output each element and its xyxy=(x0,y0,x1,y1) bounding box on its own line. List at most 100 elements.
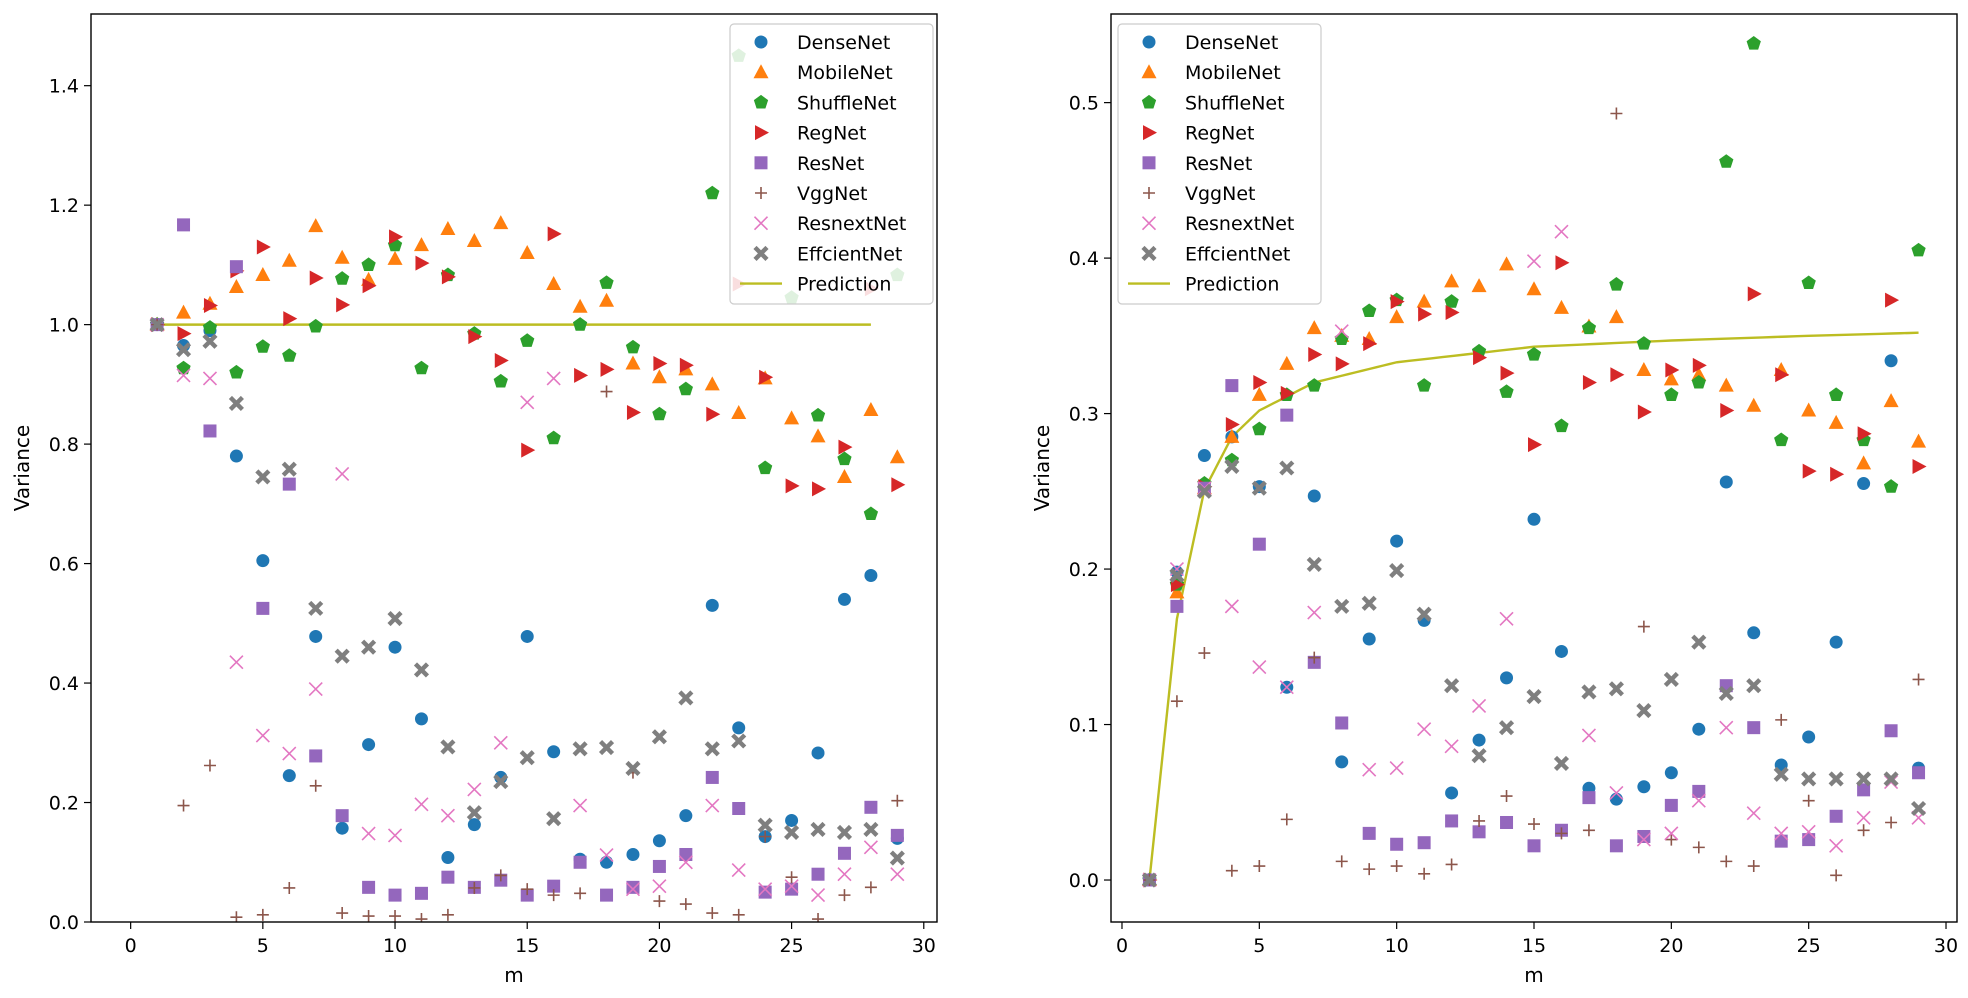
regnet-point xyxy=(256,239,271,255)
regnet-point xyxy=(415,255,430,271)
shufflenet-point xyxy=(1417,378,1432,392)
shufflenet-point xyxy=(520,333,535,347)
resnextnet-point xyxy=(546,371,561,386)
resnextnet-point xyxy=(678,855,693,870)
shufflenet-point xyxy=(1664,387,1679,401)
shufflenet-point xyxy=(1362,303,1377,318)
shufflenet-point xyxy=(255,339,270,353)
densenet-point xyxy=(362,738,376,752)
legend-label-regnet: RegNet xyxy=(797,123,866,145)
legend-label-vggnet: VggNet xyxy=(797,183,867,205)
resnet-point xyxy=(1252,537,1266,551)
densenet-point xyxy=(1307,489,1321,503)
legend-vggnet-marker xyxy=(755,187,767,199)
x-tick-label: 25 xyxy=(1797,935,1821,957)
mobilenet-point xyxy=(493,215,509,230)
x-axis-label: m xyxy=(1524,963,1543,987)
mobilenet-point xyxy=(387,250,403,265)
series-effcientnet xyxy=(149,317,905,866)
vggnet-point xyxy=(283,881,296,894)
resnextnet-point xyxy=(784,879,799,894)
mobilenet-point xyxy=(1608,309,1624,324)
mobilenet-point xyxy=(1636,362,1652,377)
mobilenet-point xyxy=(572,298,588,313)
mobilenet-point xyxy=(546,276,562,291)
mobilenet-point xyxy=(810,428,826,443)
resnextnet-point xyxy=(1581,728,1597,743)
shufflenet-point xyxy=(493,373,508,388)
effcientnet-point xyxy=(361,639,377,655)
mobilenet-point xyxy=(1169,584,1185,599)
shufflenet-point xyxy=(414,360,429,375)
mobilenet-point xyxy=(440,221,456,236)
effcientnet-point xyxy=(1773,766,1789,782)
vggnet-point xyxy=(1582,824,1595,837)
legend-box xyxy=(1117,23,1322,305)
vggnet-point xyxy=(1775,713,1788,726)
series-resnet xyxy=(1142,379,1926,887)
resnextnet-point xyxy=(414,797,429,812)
legend-resnextnet-marker xyxy=(753,216,769,231)
regnet-point xyxy=(1363,336,1378,352)
resnextnet-point xyxy=(1307,605,1322,620)
legend-regnet-marker xyxy=(755,125,769,141)
resnextnet-point xyxy=(229,655,244,670)
plot-area xyxy=(149,48,906,922)
vggnet-point xyxy=(1225,864,1238,877)
vggnet-point xyxy=(1280,813,1293,826)
resnextnet-point xyxy=(361,826,376,841)
vggnet-point xyxy=(732,908,745,921)
regnet-point xyxy=(1253,374,1268,390)
vggnet-point xyxy=(362,910,375,922)
regnet-point xyxy=(1747,286,1762,302)
regnet-point xyxy=(1555,255,1570,271)
regnet-point xyxy=(1582,374,1597,390)
vggnet-point xyxy=(706,907,719,920)
densenet-point xyxy=(547,745,561,759)
resnet-point xyxy=(1692,784,1706,798)
y-tick-label: 0.2 xyxy=(1069,559,1099,581)
legend-label-densenet: DenseNet xyxy=(1185,32,1278,54)
resnet-point xyxy=(1527,839,1541,853)
effcientnet-point xyxy=(784,824,800,840)
resnet-point xyxy=(203,424,217,438)
resnet-point xyxy=(679,847,693,861)
effcientnet-point xyxy=(1251,480,1267,496)
resnet-point xyxy=(256,601,270,615)
resnet-point xyxy=(811,867,825,881)
vggnet-point xyxy=(1363,863,1376,876)
resnextnet-point xyxy=(1774,826,1789,841)
shufflenet-point xyxy=(1636,336,1651,350)
shufflenet-point xyxy=(837,451,852,466)
effcientnet-point xyxy=(1883,771,1899,787)
shufflenet-point xyxy=(361,257,376,271)
resnextnet-point xyxy=(705,798,720,813)
shufflenet-point xyxy=(1444,294,1459,308)
mobilenet-point xyxy=(889,449,905,464)
legend-vggnet-marker xyxy=(1143,187,1155,199)
resnextnet-point xyxy=(810,888,826,903)
resnet-point xyxy=(626,880,640,894)
effcientnet-point xyxy=(493,774,509,790)
vggnet-point xyxy=(1390,860,1403,873)
effcientnet-point xyxy=(625,760,641,777)
regnet-point xyxy=(177,326,192,342)
densenet-point xyxy=(652,834,666,848)
resnet-point xyxy=(282,477,296,491)
effcientnet-point xyxy=(1718,685,1734,702)
right-scatter-chart: 0 5 10 15 20 25 30 0.0 0.1 0.2 0.3 0.4 0.5 m Variance D… xyxy=(1030,13,1958,987)
shufflenet-point xyxy=(758,460,773,475)
legend-densenet-marker xyxy=(1142,35,1156,49)
regnet-point xyxy=(283,311,298,327)
densenet-point xyxy=(1884,354,1898,368)
densenet-point xyxy=(1719,475,1733,489)
y-tick-label: 1.0 xyxy=(49,315,79,337)
vggnet-point xyxy=(441,908,454,921)
y-tick-label: 0.5 xyxy=(1069,93,1099,115)
resnextnet-point xyxy=(758,882,773,897)
densenet-point xyxy=(229,449,243,463)
regnet-point xyxy=(203,298,218,314)
vggnet-point xyxy=(1885,816,1898,829)
densenet-point xyxy=(1609,792,1623,806)
resnextnet-point xyxy=(335,466,350,482)
